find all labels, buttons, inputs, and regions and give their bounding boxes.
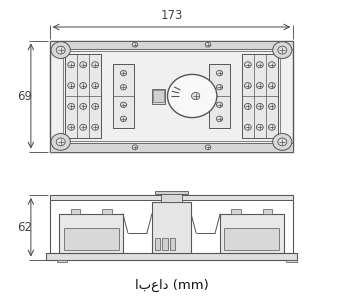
Circle shape: [244, 82, 251, 88]
Circle shape: [120, 116, 127, 122]
Circle shape: [51, 42, 70, 58]
Text: 173: 173: [160, 9, 183, 22]
Bar: [59, 214, 123, 253]
Bar: [152, 88, 165, 104]
Circle shape: [120, 102, 127, 107]
Bar: [220, 214, 284, 253]
Bar: [155, 238, 160, 250]
Circle shape: [80, 82, 86, 88]
Circle shape: [92, 62, 99, 68]
Bar: [286, 260, 297, 262]
Bar: [155, 191, 188, 194]
Circle shape: [216, 85, 223, 90]
Circle shape: [244, 103, 251, 109]
Circle shape: [256, 103, 263, 109]
Text: 62: 62: [17, 221, 32, 234]
Circle shape: [244, 62, 251, 68]
Bar: [152, 202, 191, 253]
Circle shape: [120, 70, 127, 76]
Bar: [242, 54, 278, 138]
Circle shape: [191, 92, 200, 100]
Circle shape: [56, 138, 65, 146]
Circle shape: [256, 124, 263, 130]
Circle shape: [256, 82, 263, 88]
Circle shape: [268, 124, 275, 130]
Circle shape: [278, 138, 287, 146]
Bar: [71, 209, 80, 214]
Circle shape: [278, 46, 287, 54]
Bar: [224, 228, 280, 250]
Bar: [63, 51, 280, 141]
Circle shape: [68, 62, 75, 68]
Circle shape: [205, 145, 211, 150]
Circle shape: [92, 103, 99, 109]
Circle shape: [167, 74, 217, 118]
Bar: [65, 54, 101, 138]
Bar: [50, 195, 293, 200]
Bar: [263, 209, 272, 214]
Bar: [170, 238, 175, 250]
Circle shape: [80, 124, 86, 130]
Bar: [113, 64, 134, 128]
Circle shape: [273, 134, 292, 150]
Circle shape: [268, 103, 275, 109]
Text: 69: 69: [17, 89, 32, 103]
Circle shape: [268, 82, 275, 88]
Circle shape: [68, 103, 75, 109]
Circle shape: [92, 82, 99, 88]
Circle shape: [273, 42, 292, 58]
Circle shape: [244, 124, 251, 130]
Circle shape: [132, 42, 138, 47]
Bar: [50, 40, 293, 152]
Circle shape: [256, 62, 263, 68]
Bar: [153, 90, 164, 102]
Bar: [162, 238, 168, 250]
Circle shape: [216, 116, 223, 122]
Circle shape: [56, 46, 65, 54]
Bar: [102, 209, 112, 214]
Circle shape: [68, 82, 75, 88]
Circle shape: [205, 42, 211, 47]
Circle shape: [80, 103, 86, 109]
Bar: [57, 260, 67, 262]
Bar: [161, 194, 182, 202]
Circle shape: [268, 62, 275, 68]
Circle shape: [132, 145, 138, 150]
Circle shape: [51, 134, 70, 150]
Circle shape: [120, 85, 127, 90]
Circle shape: [80, 62, 86, 68]
Bar: [46, 253, 297, 260]
Bar: [231, 209, 241, 214]
Bar: [209, 64, 230, 128]
Bar: [50, 143, 293, 152]
Bar: [50, 40, 293, 49]
Bar: [63, 228, 119, 250]
Circle shape: [68, 124, 75, 130]
Circle shape: [92, 124, 99, 130]
Text: ابعاد (mm): ابعاد (mm): [134, 279, 209, 292]
Circle shape: [216, 102, 223, 107]
Circle shape: [216, 70, 223, 76]
